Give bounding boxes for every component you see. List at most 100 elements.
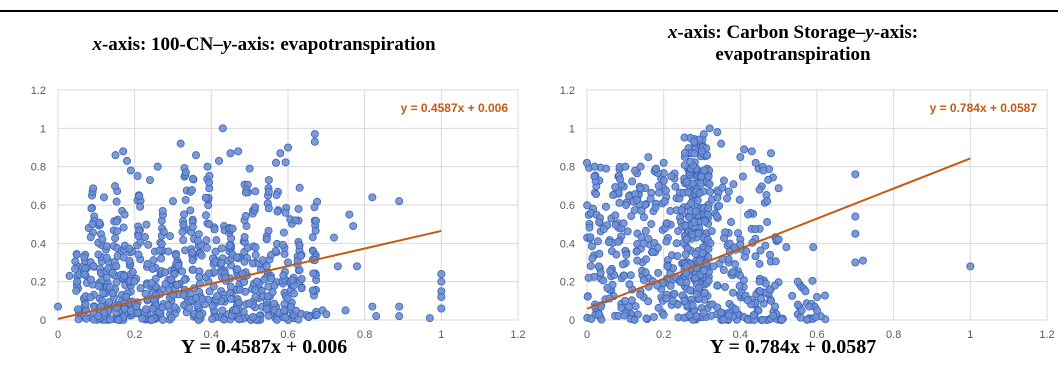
data-point <box>594 310 603 319</box>
data-point <box>71 257 80 266</box>
data-point <box>208 302 217 311</box>
data-point <box>136 284 145 293</box>
data-point <box>165 232 174 241</box>
trendline <box>57 229 442 320</box>
data-point <box>805 302 814 311</box>
data-point <box>712 212 721 221</box>
data-point <box>611 211 620 220</box>
y-tick-label: 1 <box>569 123 575 135</box>
data-point <box>294 315 303 324</box>
data-point <box>295 183 304 192</box>
data-point <box>309 269 318 278</box>
data-point <box>641 268 650 277</box>
data-point <box>272 315 281 324</box>
data-point <box>158 315 167 324</box>
data-point <box>677 206 686 215</box>
data-point <box>793 277 802 286</box>
data-point <box>727 218 736 227</box>
data-point <box>253 277 262 286</box>
data-point <box>120 304 129 313</box>
data-point <box>74 315 83 324</box>
x-tick-label: 0 <box>584 329 590 341</box>
data-point <box>599 276 608 285</box>
data-point <box>622 201 631 210</box>
chart-title-right: x-axis: Carbon Storage–y-axis: evapotrans… <box>529 22 1057 66</box>
data-point <box>82 314 91 323</box>
data-point <box>724 255 733 264</box>
data-point <box>755 259 764 268</box>
data-point <box>135 192 144 201</box>
data-point <box>170 303 179 312</box>
data-point <box>706 239 715 248</box>
data-point <box>108 289 117 298</box>
data-point <box>289 289 298 298</box>
data-point <box>297 275 306 284</box>
data-point <box>690 137 699 146</box>
data-point <box>636 290 645 299</box>
data-point <box>141 233 150 242</box>
data-point <box>743 210 752 219</box>
data-point <box>86 233 95 242</box>
x-tick-label: 0.8 <box>886 329 901 341</box>
data-point <box>164 247 173 256</box>
data-point <box>157 254 166 263</box>
data-point <box>87 275 96 284</box>
data-point <box>94 312 103 321</box>
y-tick-label: 0.4 <box>31 238 46 250</box>
data-point <box>193 301 202 310</box>
data-point <box>690 218 699 227</box>
x-tick-label: 0.6 <box>809 329 824 341</box>
data-point <box>143 259 152 268</box>
data-point <box>713 128 722 137</box>
data-point <box>73 277 82 286</box>
data-point <box>395 312 404 321</box>
data-point <box>437 292 446 301</box>
data-point <box>651 203 660 212</box>
data-point <box>191 151 200 160</box>
data-point <box>659 158 668 167</box>
regression-formula-right: Y = 0.784x + 0.0587 <box>709 336 877 358</box>
data-point <box>652 164 661 173</box>
data-point <box>671 182 680 191</box>
data-point <box>628 177 637 186</box>
data-point <box>700 217 709 226</box>
data-point <box>586 262 595 271</box>
data-point <box>292 306 301 315</box>
data-point <box>205 178 214 187</box>
data-point <box>188 248 197 257</box>
data-point <box>642 314 651 323</box>
data-point <box>660 197 669 206</box>
data-point <box>738 172 747 181</box>
data-point <box>599 225 608 234</box>
data-point <box>708 300 717 309</box>
data-point <box>632 247 641 256</box>
data-point <box>186 206 195 215</box>
data-point <box>194 230 203 239</box>
data-point <box>322 310 331 319</box>
data-point <box>718 183 727 192</box>
data-point <box>731 305 740 314</box>
regression-formula-left: Y = 0.4587x + 0.006 <box>180 336 348 358</box>
data-point <box>680 296 689 305</box>
x-tick-label: 0.8 <box>357 329 372 341</box>
x-tick-label: 1 <box>967 329 973 341</box>
data-point <box>179 290 188 299</box>
data-point <box>764 175 773 184</box>
data-point <box>201 211 210 220</box>
data-point <box>583 201 592 210</box>
data-point <box>717 308 726 317</box>
data-point <box>214 156 223 165</box>
data-point <box>228 224 237 233</box>
data-point <box>695 283 704 292</box>
data-point <box>161 279 170 288</box>
data-point <box>756 246 765 255</box>
title-part2: -axis: evapotranspiration <box>231 34 436 55</box>
data-point <box>240 232 249 241</box>
data-point <box>178 267 187 276</box>
data-point <box>586 233 595 242</box>
data-point <box>808 276 817 285</box>
data-point <box>233 265 242 274</box>
data-point <box>583 158 592 167</box>
data-point <box>770 281 779 290</box>
trendline-equation-label: y = 0.784x + 0.0587 <box>930 101 1038 115</box>
